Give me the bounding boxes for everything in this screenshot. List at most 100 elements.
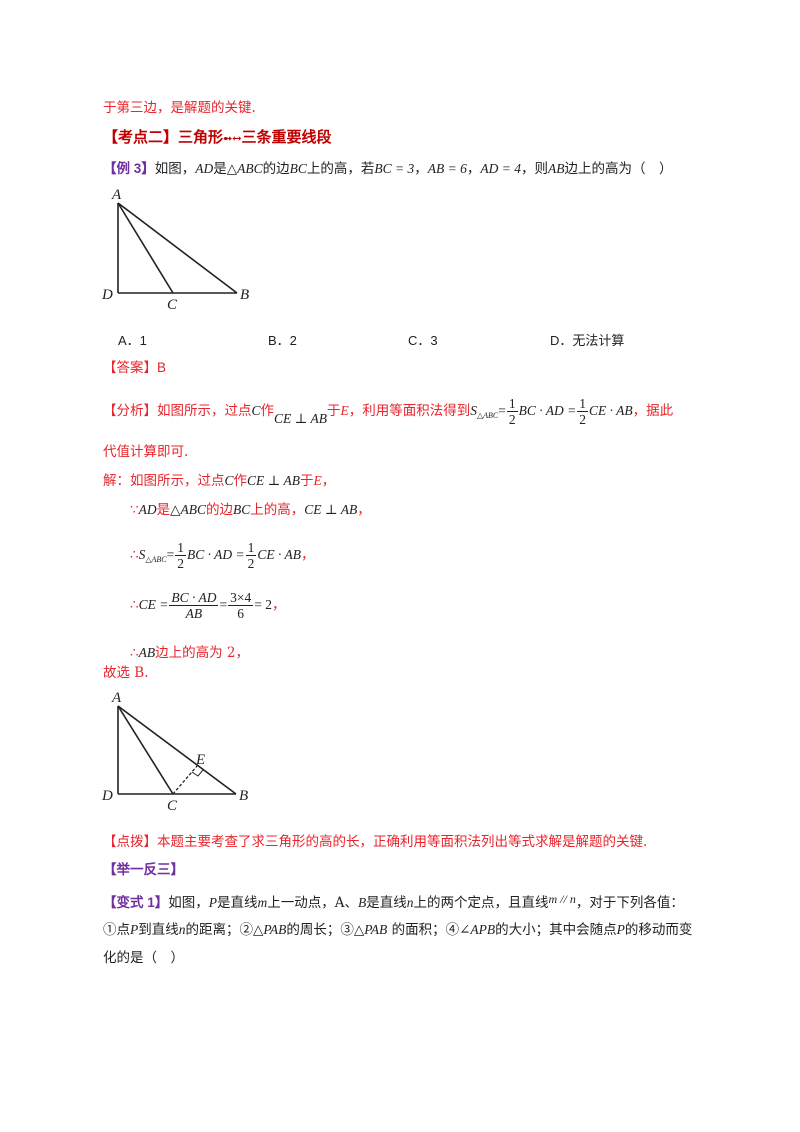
math-s-sub: △ABC — [476, 411, 499, 420]
text: 上的高，若 — [306, 161, 375, 177]
math-s: S — [470, 403, 477, 418]
math-term: = 2 — [254, 597, 272, 612]
tip-text: 本题主要考查了求三角形的高的长，正确利用等面积法列出等式求解是解题的关键. — [157, 834, 648, 850]
therefore-symbol: ∴ — [130, 645, 139, 661]
label-d: D — [101, 287, 113, 303]
intro-tail-text: 于第三边，是解题的关键. — [103, 100, 256, 116]
math-p: P — [616, 922, 625, 937]
text: 的距离；② — [185, 922, 254, 938]
math-angle-apb: ∠APB — [459, 922, 496, 937]
therefore-symbol: ∴ — [130, 547, 139, 563]
option-a[interactable]: A．1 — [118, 333, 147, 348]
text: 的边 — [262, 161, 290, 177]
text: 上的两个定点，且直线 — [413, 895, 549, 911]
section-heading-title-a: 三角形 — [178, 128, 224, 146]
text: 于 — [326, 403, 341, 419]
analysis-tag: 【分析】 — [103, 403, 157, 419]
text: 的边 — [205, 502, 233, 518]
text: 的面积；④ — [387, 922, 460, 938]
text: 是 — [213, 161, 227, 177]
math-triangle-pab: △PAB — [353, 922, 388, 937]
text: = — [498, 403, 506, 418]
solution-line-3: ∴S△ABC= 1 2 BC · AD = 1 2 CE · AB， — [130, 540, 314, 571]
option-b[interactable]: B．2 — [268, 333, 297, 348]
section-heading-title-b: 三条重要线段 — [241, 128, 332, 146]
text: ， — [466, 161, 481, 177]
frac-num: 1 — [175, 540, 186, 556]
math-term: BC · AD = — [518, 403, 577, 418]
frac-den: 2 — [579, 412, 586, 427]
answer-line: 【答案】B — [103, 358, 166, 378]
math-ab: AB — [548, 161, 565, 176]
math-triangle-abc: △ABC — [226, 161, 263, 176]
math-s: S — [138, 547, 146, 562]
text: 是直线 — [366, 895, 407, 911]
math-c: C — [251, 403, 261, 418]
math-c: C — [224, 473, 234, 488]
answer-value: B — [157, 360, 167, 375]
text: 的周长；③ — [286, 922, 354, 938]
label-a: A — [111, 187, 122, 203]
text: 上的高， — [250, 502, 305, 518]
fraction-bcad-ab: BC · AD AB — [169, 590, 219, 621]
section-heading: 【考点二】三角形➻↔三条重要线段 — [103, 127, 331, 149]
math-p: P — [130, 922, 139, 937]
solution-line-5: ∴AB边上的高为 2， — [130, 643, 249, 663]
frac-num: 1 — [245, 540, 257, 556]
text: 如图所示，过点 — [157, 403, 252, 419]
variant-line-1: 【变式 1】如图，P是直线m上一动点，A、B是直线n上的两个定点，且直线m //… — [103, 889, 684, 913]
math-bc: BC — [232, 502, 251, 517]
math-s-sub: △ABC — [145, 555, 167, 564]
frac-den: 2 — [247, 556, 255, 571]
math-term: BC · AD = — [186, 547, 245, 562]
example-question: 【例 3】如图，AD是△ABC的边BC上的高，若BC = 3，AB = 6，AD… — [103, 159, 673, 179]
text: 的移动而变 — [624, 922, 693, 938]
option-c[interactable]: C．3 — [408, 333, 438, 348]
because-symbol: ∵ — [130, 502, 139, 518]
frac-num: 1 — [506, 396, 518, 412]
text: ， — [300, 547, 315, 563]
text: 上一动点，A、 — [267, 895, 359, 911]
solution-line-2: ∵AD是△ABC的边BC上的高，CE ⊥ AB， — [130, 500, 371, 520]
practice-heading: 【举一反三】 — [103, 862, 184, 878]
text: 作 — [260, 403, 275, 419]
text: 是直线 — [217, 895, 258, 911]
math-m-parallel-n: m // n — [548, 892, 576, 906]
text: 到直线 — [138, 922, 179, 938]
math-term: CE · AB — [257, 547, 301, 562]
variant-line-3: 化的是（ ） — [103, 950, 184, 966]
math-p: P — [208, 895, 218, 910]
math-e: E — [313, 473, 322, 488]
math-cond-bc: BC = 3 — [374, 161, 415, 176]
label-e: E — [195, 752, 205, 768]
text: 如图， — [168, 895, 209, 911]
math-ad: AD — [138, 502, 157, 517]
text: 边上的高为（ ） — [564, 161, 673, 177]
text: ， — [321, 473, 336, 489]
math-n: n — [178, 922, 186, 937]
text: ，对于下列各值： — [575, 895, 684, 911]
math-m: m — [257, 895, 268, 910]
variant-line-2: ①点P到直线n的距离；②△PAB的周长；③△PAB 的面积；④∠APB的大小；其… — [103, 920, 692, 940]
text: ，则 — [521, 161, 549, 177]
option-d[interactable]: D．无法计算 — [550, 333, 625, 348]
label-d: D — [101, 788, 113, 804]
math-n: n — [406, 895, 414, 910]
math-ab: AB — [138, 645, 156, 660]
text: ， — [271, 597, 286, 613]
analysis-line-1: 【分析】如图所示，过点C作CE ⊥ AB于E，利用等面积法得到S△ABC= 1 2 B… — [103, 396, 673, 429]
frac-den: 6 — [237, 606, 245, 621]
answer-tag: 【答案】 — [103, 360, 157, 376]
math-ce-perp-ab: CE ⊥ AB — [247, 473, 300, 488]
label-b: B — [239, 788, 248, 804]
math-ad: AD — [195, 161, 214, 176]
solution-conclusion: 故选 B. — [103, 665, 149, 681]
analysis-line-2: 代值计算即可. — [103, 444, 189, 460]
math-cond-ad: AD = 4 — [480, 161, 522, 176]
text: ， — [414, 161, 428, 177]
tip-tag: 【点拨】 — [103, 834, 157, 850]
text: ，据此 — [632, 403, 674, 419]
